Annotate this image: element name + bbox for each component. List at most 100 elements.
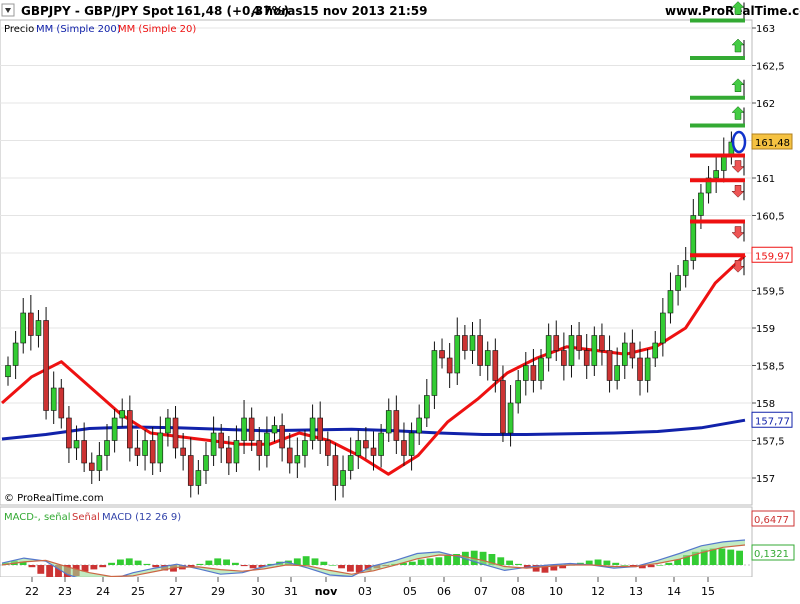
candle <box>20 312 27 344</box>
y-tick-label: 158 <box>756 399 775 410</box>
candle <box>195 470 202 486</box>
y-tick-label: 161 <box>756 174 775 185</box>
y-tick-label: 159 <box>756 324 775 335</box>
macd-histogram-bar <box>718 548 726 565</box>
candle <box>401 440 407 456</box>
candle <box>583 350 590 366</box>
macd-legend: MACD-, señal Señal MACD (12 26 9) <box>4 512 181 523</box>
legend-ma20: MM (Simple 20) <box>118 24 196 35</box>
macd-histogram-bar <box>19 561 27 565</box>
candle <box>462 335 468 351</box>
candle <box>88 462 95 471</box>
candle <box>96 455 103 471</box>
macd-histogram-bar <box>426 558 434 565</box>
y-tick-label: 158,5 <box>756 362 785 373</box>
candle <box>629 342 636 359</box>
candle <box>667 290 674 314</box>
candle <box>340 470 346 486</box>
candle <box>553 335 560 351</box>
candle <box>568 335 575 366</box>
macd-histogram-bar <box>497 557 505 565</box>
x-tick-label: 22 <box>25 585 39 598</box>
macd-histogram-bar <box>400 562 407 565</box>
legend-macd-name: MACD (12 26 9) <box>102 512 181 523</box>
macd-histogram-bar <box>240 565 248 567</box>
macd-histogram-bar <box>214 558 222 565</box>
x-tick-label: 29 <box>211 585 225 598</box>
candle <box>637 357 643 381</box>
last-price-change: 161,48 (+0,37%) <box>176 4 289 18</box>
macd-histogram-bar <box>249 565 257 569</box>
macd-histogram-bar <box>479 551 487 565</box>
arrow-up-icon <box>731 38 745 53</box>
candle <box>530 365 537 381</box>
x-tick-label: 14 <box>667 585 681 598</box>
candle <box>12 342 19 366</box>
candle <box>50 387 57 411</box>
x-tick-label: 07 <box>474 585 488 598</box>
ma200-path <box>1 418 746 441</box>
macd-histogram-bar <box>665 562 673 565</box>
candle <box>241 417 247 441</box>
macd-histogram-bar <box>647 565 655 568</box>
candle <box>599 335 605 351</box>
candle <box>408 432 415 456</box>
legend-ma200: MM (Simple 200) <box>36 24 121 35</box>
candle <box>675 275 681 291</box>
candle <box>431 350 438 396</box>
candle <box>73 440 80 449</box>
candle <box>363 440 369 449</box>
macd-histogram-bar <box>408 561 416 565</box>
macd-histogram-bar <box>541 565 549 573</box>
price-grid <box>0 27 752 479</box>
macd-histogram-bar <box>338 565 345 569</box>
copyright-label: © ProRealTime.com <box>4 493 104 504</box>
candle <box>355 440 362 456</box>
candle <box>149 440 156 464</box>
site-label: www.ProRealTime.com <box>665 4 800 18</box>
candle <box>279 425 285 449</box>
macd-histogram-bar <box>231 562 239 565</box>
x-tick-label: 23 <box>58 585 72 598</box>
macd-histogram-bar <box>594 559 602 565</box>
candle <box>332 455 339 486</box>
candle <box>507 402 514 434</box>
candle <box>187 455 194 486</box>
candle <box>705 177 712 194</box>
macd-histogram-bar <box>656 565 664 566</box>
macd-histogram-bar <box>550 565 558 571</box>
x-tick-label: 13 <box>629 585 643 598</box>
macd-histogram-bar <box>435 557 443 565</box>
x-tick-label: 15 <box>701 585 715 598</box>
x-tick-label: 24 <box>96 585 110 598</box>
macd-histogram-bar <box>143 563 151 565</box>
x-tick-label: 30 <box>251 585 265 598</box>
candle <box>66 417 72 449</box>
header-arrow-icon[interactable] <box>1 3 15 17</box>
candle <box>492 350 499 381</box>
candle <box>157 432 164 464</box>
macd-histogram-bar <box>506 560 514 565</box>
value-tag-box <box>751 246 793 263</box>
arrow-up-icon <box>731 78 745 92</box>
macd-histogram-bar <box>293 558 301 565</box>
candle <box>111 417 118 441</box>
macd-tag-box <box>751 544 795 561</box>
macd-histogram-bar <box>638 565 646 569</box>
signal-line <box>1 544 746 578</box>
macd-histogram-bar <box>258 565 266 568</box>
macd-histogram-bar <box>46 565 54 580</box>
candle <box>720 155 727 171</box>
candle <box>454 335 461 374</box>
candle <box>660 312 666 344</box>
last-price-marker <box>731 130 747 154</box>
value-tag-box <box>751 133 793 150</box>
time-axis: 22 23 24 25 27 29 30 31 nov 03 05 06 07 08 10 12 13 14 15 <box>25 577 715 598</box>
value-tag-box <box>751 411 793 428</box>
candle <box>203 455 209 471</box>
y-tick-label: 162 <box>756 99 775 110</box>
macd-histogram-bar <box>674 559 682 565</box>
macd-histogram-bar <box>125 558 133 565</box>
macd-histogram-bar <box>152 565 160 568</box>
